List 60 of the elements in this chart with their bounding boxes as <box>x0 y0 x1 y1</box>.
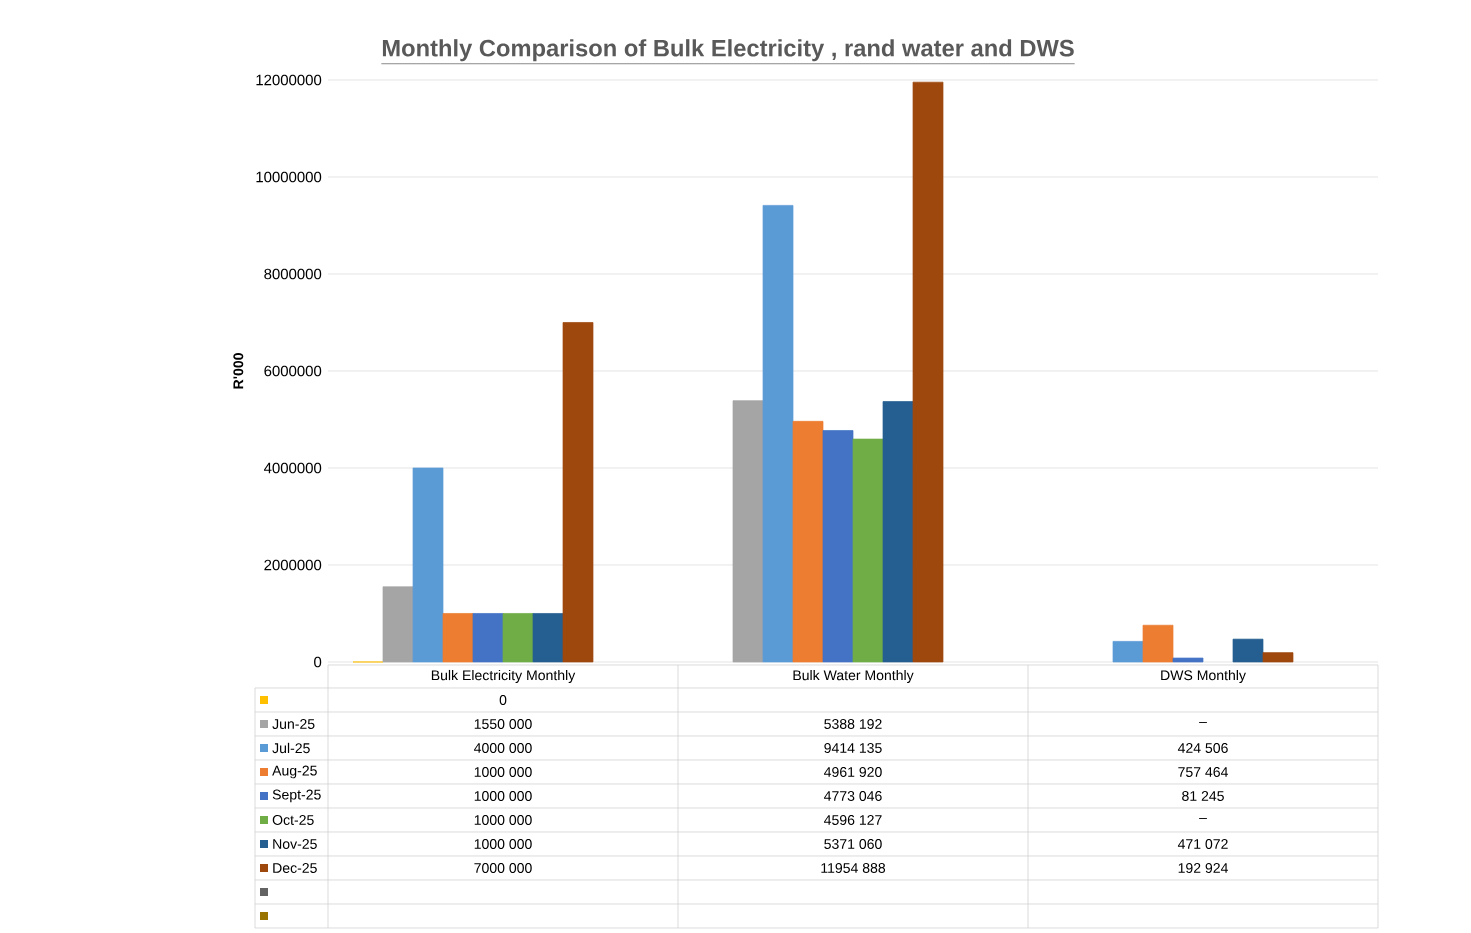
data-label: 1000 000 <box>474 791 532 801</box>
data-label: 81 245 <box>1182 791 1224 801</box>
x-tick-label: Bulk Electricity Monthly <box>431 669 576 684</box>
x-tick-label: DWS Monthly <box>1161 669 1246 684</box>
bar <box>442 613 474 663</box>
y-tick-label: 10000000 <box>256 171 322 183</box>
bar <box>792 420 824 663</box>
bar <box>472 613 504 663</box>
bar <box>822 430 854 663</box>
data-label: 471 072 <box>1177 839 1228 849</box>
data-label: 1000 000 <box>474 839 532 849</box>
y-tick-label: 8000000 <box>264 268 322 280</box>
legend-label: Nov-25 <box>273 839 317 849</box>
data-label: 1000 000 <box>474 815 532 825</box>
legend-label: Oct-25 <box>272 815 314 825</box>
data-label: 192 924 <box>1178 863 1228 873</box>
data-label: 11954 888 <box>821 863 886 873</box>
y-tick-label: 4000000 <box>263 462 322 474</box>
bar <box>1112 641 1144 663</box>
y-tick-label: 2000000 <box>264 559 322 571</box>
bar <box>502 613 534 663</box>
data-label: 424 506 <box>1177 743 1228 753</box>
y-tick-label: 6000000 <box>264 365 322 377</box>
data-label: 1550 000 <box>474 719 532 729</box>
data-label: 4961 920 <box>824 767 882 777</box>
chart-title: Monthly Comparison of Bulk Electricity , rand water and DWS <box>382 39 1074 62</box>
bar <box>762 205 794 663</box>
data-label: 5371 060 <box>824 839 882 849</box>
bar <box>1172 657 1204 663</box>
data-label: 5388 192 <box>824 719 882 729</box>
y-tick-label: 12000000 <box>256 74 322 86</box>
x-tick-label: Bulk Water Monthly <box>793 669 914 684</box>
data-label: 0 <box>499 695 507 705</box>
legend-label: Dec-25 <box>273 863 317 873</box>
bar <box>1142 624 1174 663</box>
data-label: 4000 000 <box>474 743 532 753</box>
bar <box>562 322 594 663</box>
data-label: 1000 000 <box>474 767 532 777</box>
bar <box>912 81 944 663</box>
data-label: 757 464 <box>1178 767 1228 777</box>
y-tick-label: 0 <box>314 656 322 668</box>
bar <box>382 586 414 663</box>
data-label: 9414 135 <box>824 743 882 753</box>
bar <box>852 438 884 663</box>
data-label: 4773 046 <box>824 791 882 801</box>
bar <box>732 400 764 663</box>
legend-label: Sept-25 <box>272 789 321 803</box>
text: – <box>1199 817 1207 819</box>
legend-label: Jul-25 <box>272 742 310 754</box>
legend-label: Jun-25 <box>272 719 315 729</box>
data-label: 4596 127 <box>824 815 882 825</box>
bar <box>1262 652 1294 663</box>
data-label: 7000 000 <box>474 863 532 873</box>
bar <box>412 467 444 663</box>
bar <box>532 613 564 663</box>
bar <box>1232 638 1264 663</box>
legend-label: Aug-25 <box>272 765 317 779</box>
y-axis-title: R'000 <box>233 353 244 389</box>
text: – <box>1199 721 1207 723</box>
bar <box>882 401 914 663</box>
